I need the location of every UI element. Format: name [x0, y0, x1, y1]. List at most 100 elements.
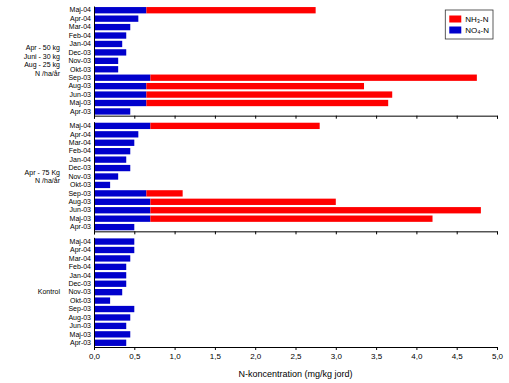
x-axis: 0,00,51,01,52,02,53,03,54,04,55,0 — [89, 347, 504, 361]
x-tick-mark — [255, 231, 256, 234]
bar — [94, 306, 134, 312]
x-tick — [255, 116, 256, 119]
y-tick: Aug-03 — [68, 314, 91, 322]
bar — [126, 264, 127, 270]
bar — [94, 331, 130, 337]
y-tick: Maj-03 — [70, 331, 92, 339]
y-tick-label: Jan-04 — [70, 156, 92, 163]
bar — [150, 123, 319, 129]
bar — [94, 216, 150, 222]
bar — [94, 199, 150, 205]
bar — [94, 272, 126, 278]
y-tick: Sep-03 — [68, 74, 91, 82]
y-tick: Apr-03 — [70, 108, 91, 116]
y-tick: Nov-03 — [68, 173, 91, 180]
y-tick: Apr-04 — [70, 131, 91, 139]
x-tick-mark — [215, 231, 216, 234]
bar — [94, 24, 130, 30]
y-tick-label: Nov-03 — [68, 173, 91, 180]
y-tick: Maj-03 — [70, 215, 92, 223]
y-tick: Feb-04 — [69, 32, 91, 39]
x-tick: 1,5 — [210, 347, 222, 361]
bar — [94, 15, 138, 21]
y-tick-label: Jun-03 — [70, 322, 92, 329]
x-tick-label: 0,0 — [89, 352, 101, 361]
bar — [146, 100, 388, 106]
y-tick-label: Dec-03 — [68, 280, 91, 287]
bars — [94, 123, 481, 231]
x-tick — [336, 116, 337, 119]
y-label: Apr - 75 KgN /ha/år — [25, 168, 61, 184]
y-tick-label: Apr-03 — [70, 339, 91, 347]
y-tick-label: Apr-04 — [70, 246, 91, 254]
x-axis — [95, 116, 498, 119]
bar — [130, 331, 131, 337]
y-label: Apr - 50 kgJuni - 30 kgAug - 25 kgN /ha/… — [24, 44, 61, 77]
x-axis-line — [95, 232, 498, 235]
legend: NH₃-NNO₄-N — [445, 10, 493, 39]
x-tick-label: 0,5 — [129, 352, 141, 361]
y-tick-label: Dec-03 — [68, 164, 91, 171]
x-tick — [215, 231, 216, 234]
y-tick-label: Maj-03 — [70, 99, 92, 107]
x-tick — [457, 231, 458, 234]
bar — [122, 289, 123, 295]
y-axis-line — [94, 122, 95, 232]
series — [146, 7, 476, 106]
y-tick: Jun-03 — [70, 206, 92, 213]
y-label-line: N /ha/år — [35, 70, 61, 77]
x-tick: 2,0 — [250, 347, 262, 361]
y-tick-label: Apr-03 — [70, 223, 91, 231]
x-tick-label: 5,0 — [492, 352, 504, 361]
y-tick-label: Maj-04 — [70, 238, 92, 246]
x-tick-mark — [457, 347, 458, 350]
x-tick-mark — [497, 347, 498, 350]
y-label-line: Apr - 75 Kg — [25, 168, 61, 176]
y-tick-label: Okt-03 — [70, 297, 91, 304]
bar — [94, 123, 150, 129]
bar — [94, 49, 126, 55]
bar — [150, 199, 335, 205]
y-tick: Dec-03 — [68, 49, 91, 56]
y-axis: Maj-04Apr-04Mar-04Feb-04Jan-04Dec-03Nov-… — [68, 6, 94, 116]
x-tick-mark — [134, 347, 135, 350]
bar — [94, 100, 146, 106]
x-axis-line — [95, 348, 498, 351]
bar — [94, 207, 150, 213]
x-tick-mark — [296, 231, 297, 234]
x-tick-mark — [175, 231, 176, 234]
x-tick-mark — [376, 116, 377, 119]
x-label: N-koncentration (mg/kg jord) — [238, 369, 352, 379]
x-tick-mark — [457, 231, 458, 234]
y-axis: Maj-04Apr-04Mar-04Feb-04Jan-04Dec-03Nov-… — [68, 122, 94, 232]
series — [146, 123, 480, 222]
y-tick: Maj-03 — [70, 99, 92, 107]
y-tick-label: Mar-04 — [69, 23, 91, 30]
x-tick — [336, 231, 337, 234]
x-tick — [457, 116, 458, 119]
y-tick: Apr-04 — [70, 15, 91, 23]
bar — [94, 75, 150, 81]
bar — [94, 314, 130, 320]
y-tick: Apr-03 — [70, 339, 91, 347]
panel: Maj-04Apr-04Mar-04Feb-04Jan-04Dec-03Nov-… — [25, 122, 498, 234]
x-tick-label: 3,5 — [371, 352, 383, 361]
bar — [94, 58, 118, 64]
bar — [122, 41, 123, 47]
x-tick-mark — [255, 116, 256, 119]
y-tick: Nov-03 — [68, 57, 91, 64]
y-tick-label: Jun-03 — [70, 206, 92, 213]
legend-swatch — [449, 27, 461, 34]
y-tick-label: Apr-04 — [70, 131, 91, 139]
bar — [134, 247, 135, 253]
y-tick-label: Mar-04 — [69, 139, 91, 146]
y-tick: Apr-04 — [70, 246, 91, 254]
y-tick-label: Jun-03 — [70, 91, 92, 98]
bar — [94, 281, 126, 287]
bar — [94, 32, 126, 38]
bar — [94, 148, 130, 154]
x-tick — [175, 116, 176, 119]
y-tick: Mar-04 — [69, 255, 91, 262]
y-tick-label: Apr-03 — [70, 108, 91, 116]
x-tick: 5,0 — [492, 347, 504, 361]
